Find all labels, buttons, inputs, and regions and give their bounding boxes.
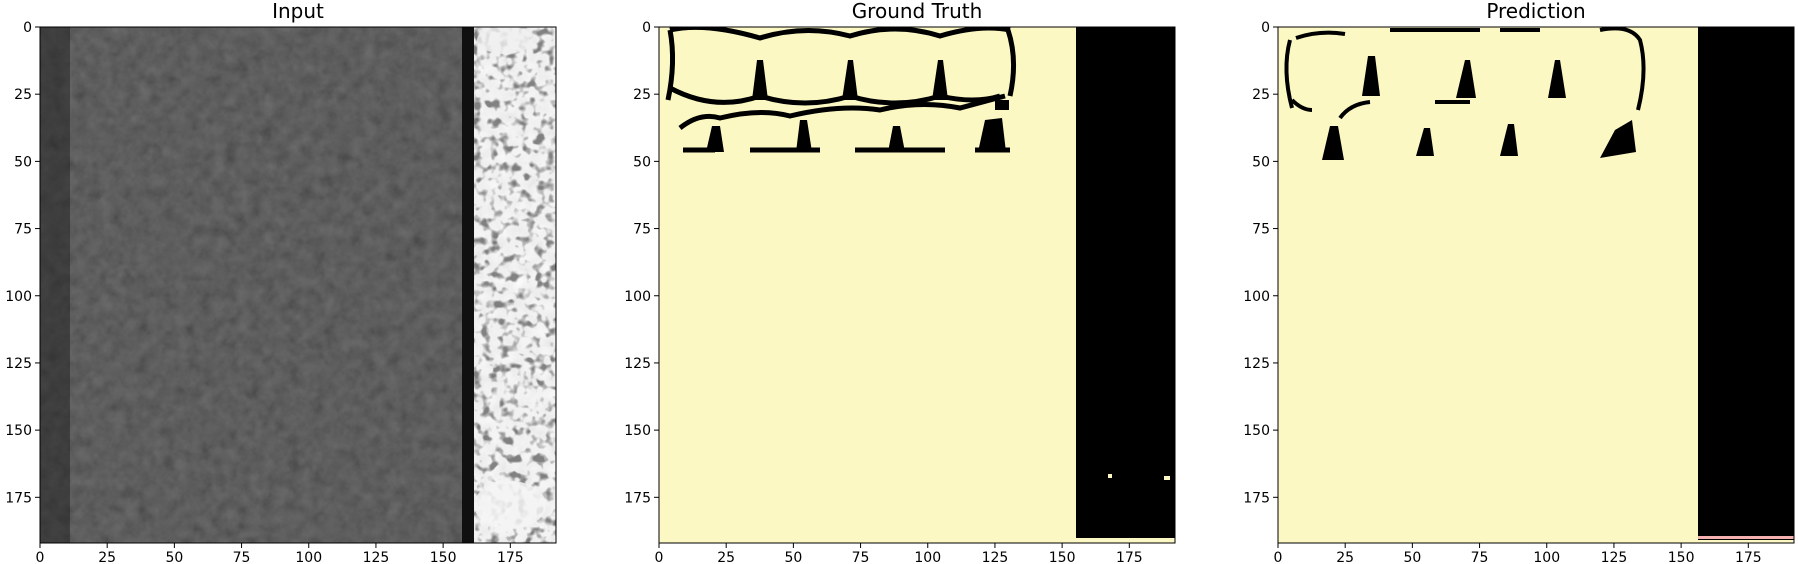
y-tick-label: 175 xyxy=(1243,490,1270,506)
x-tick-label: 100 xyxy=(295,550,322,564)
y-tick-label: 125 xyxy=(5,356,32,372)
x-tick-label: 75 xyxy=(1471,550,1489,564)
y-tick-label: 75 xyxy=(1252,222,1270,238)
input-image xyxy=(40,27,556,543)
x-tick-label: 25 xyxy=(98,550,116,564)
y-tick-label: 50 xyxy=(14,154,32,170)
x-tick-label: 50 xyxy=(784,550,802,564)
y-tick-label: 0 xyxy=(642,20,651,36)
x-tick-label: 175 xyxy=(1116,550,1143,564)
axes-frame-input xyxy=(39,26,557,544)
panel-ground-truth: Ground Truth xyxy=(624,0,1176,564)
x-tick-label: 100 xyxy=(914,550,941,564)
x-tick-label: 150 xyxy=(430,550,457,564)
axes-frame-ground-truth xyxy=(658,26,1176,544)
prediction-mask xyxy=(1278,27,1794,543)
x-tick-label: 75 xyxy=(852,550,870,564)
x-tick-label: 75 xyxy=(233,550,251,564)
x-tick-label: 0 xyxy=(1274,550,1283,564)
x-axis-input: 0 25 50 75 100 125 150 175 xyxy=(36,543,524,564)
y-tick-label: 0 xyxy=(1261,20,1270,36)
y-tick-label: 150 xyxy=(624,423,651,439)
x-tick-label: 175 xyxy=(497,550,524,564)
y-tick-label: 150 xyxy=(1243,423,1270,439)
x-tick-label: 0 xyxy=(655,550,664,564)
panel-title-input: Input xyxy=(272,0,324,23)
x-tick-label: 125 xyxy=(363,550,390,564)
y-tick-label: 100 xyxy=(624,289,651,305)
x-tick-label: 50 xyxy=(165,550,183,564)
y-tick-label: 125 xyxy=(1243,356,1270,372)
x-tick-label: 125 xyxy=(1601,550,1628,564)
y-tick-label: 75 xyxy=(14,222,32,238)
panel-input: Input 0 25 50 75 100 125 150 175 0 25 50 75 100 125 1… xyxy=(5,0,557,564)
y-tick-label: 25 xyxy=(633,87,651,103)
y-axis-prediction: 0 25 50 75 100 125 150 175 xyxy=(1243,20,1278,506)
panel-title-prediction: Prediction xyxy=(1486,0,1585,23)
x-tick-label: 100 xyxy=(1533,550,1560,564)
y-tick-label: 175 xyxy=(624,490,651,506)
y-tick-label: 75 xyxy=(633,222,651,238)
x-tick-label: 25 xyxy=(717,550,735,564)
y-tick-label: 25 xyxy=(1252,87,1270,103)
y-tick-label: 125 xyxy=(624,356,651,372)
x-tick-label: 0 xyxy=(36,550,45,564)
y-tick-label: 100 xyxy=(1243,289,1270,305)
x-tick-label: 50 xyxy=(1403,550,1421,564)
x-tick-label: 150 xyxy=(1049,550,1076,564)
panel-prediction: Prediction xyxy=(1243,0,1795,564)
y-tick-label: 150 xyxy=(5,423,32,439)
ground-truth-mask xyxy=(659,27,1175,543)
y-tick-label: 175 xyxy=(5,490,32,506)
y-tick-label: 25 xyxy=(14,87,32,103)
x-tick-label: 175 xyxy=(1735,550,1762,564)
y-axis-input: 0 25 50 75 100 125 150 175 xyxy=(5,20,40,506)
y-tick-label: 0 xyxy=(23,20,32,36)
x-tick-label: 125 xyxy=(982,550,1009,564)
x-axis-prediction: 0 25 50 75 100 125 150 175 xyxy=(1274,543,1762,564)
y-tick-label: 50 xyxy=(633,154,651,170)
x-tick-label: 25 xyxy=(1336,550,1354,564)
panel-title-ground-truth: Ground Truth xyxy=(852,0,983,23)
axes-frame-prediction xyxy=(1277,26,1795,544)
x-axis-ground-truth: 0 25 50 75 100 125 150 175 xyxy=(655,543,1143,564)
y-tick-label: 100 xyxy=(5,289,32,305)
y-axis-ground-truth: 0 25 50 75 100 125 150 175 xyxy=(624,20,659,506)
y-tick-label: 50 xyxy=(1252,154,1270,170)
x-tick-label: 150 xyxy=(1668,550,1695,564)
